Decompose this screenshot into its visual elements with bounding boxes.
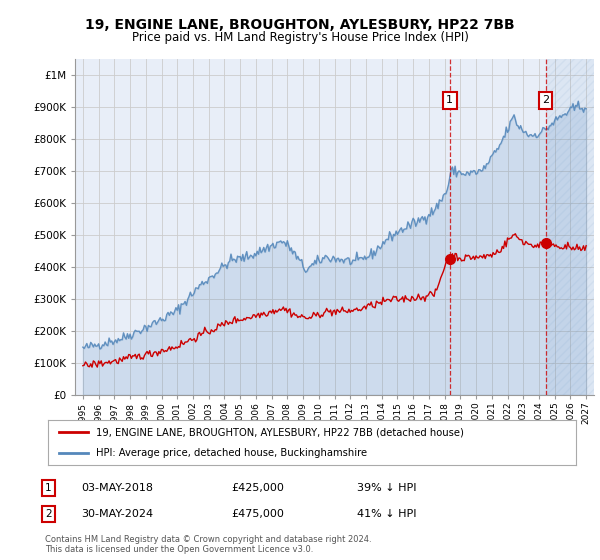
Text: 2: 2 [45, 509, 52, 519]
Text: £475,000: £475,000 [231, 509, 284, 519]
Text: HPI: Average price, detached house, Buckinghamshire: HPI: Average price, detached house, Buck… [95, 447, 367, 458]
Text: 41% ↓ HPI: 41% ↓ HPI [357, 509, 416, 519]
Text: 19, ENGINE LANE, BROUGHTON, AYLESBURY, HP22 7BB (detached house): 19, ENGINE LANE, BROUGHTON, AYLESBURY, H… [95, 427, 463, 437]
Text: Contains HM Land Registry data © Crown copyright and database right 2024.
This d: Contains HM Land Registry data © Crown c… [45, 535, 371, 554]
Text: 39% ↓ HPI: 39% ↓ HPI [357, 483, 416, 493]
Text: 03-MAY-2018: 03-MAY-2018 [81, 483, 153, 493]
Bar [545, 59, 594, 395]
Text: 1: 1 [446, 95, 453, 105]
Text: 1: 1 [45, 483, 52, 493]
Text: Price paid vs. HM Land Registry's House Price Index (HPI): Price paid vs. HM Land Registry's House … [131, 31, 469, 44]
Text: £425,000: £425,000 [231, 483, 284, 493]
Text: 30-MAY-2024: 30-MAY-2024 [81, 509, 153, 519]
Text: 19, ENGINE LANE, BROUGHTON, AYLESBURY, HP22 7BB: 19, ENGINE LANE, BROUGHTON, AYLESBURY, H… [85, 18, 515, 32]
Text: 2: 2 [542, 95, 549, 105]
